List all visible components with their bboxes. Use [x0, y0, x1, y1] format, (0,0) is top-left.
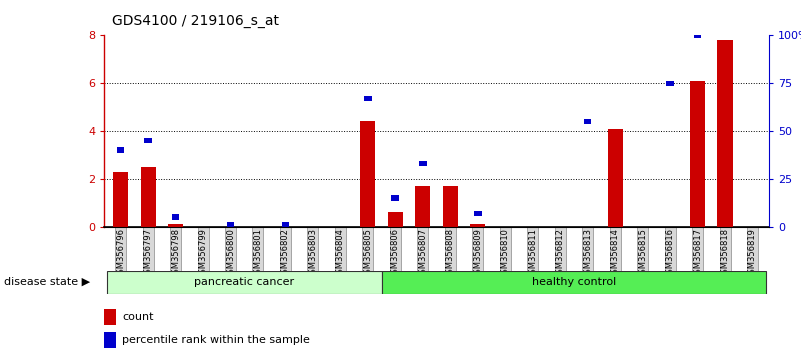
Bar — [443, 186, 458, 227]
Bar — [470, 224, 485, 227]
Bar — [690, 81, 705, 227]
Text: pancreatic cancer: pancreatic cancer — [194, 277, 294, 287]
Bar — [113, 172, 128, 227]
Bar — [171, 215, 179, 219]
Bar — [419, 161, 427, 166]
Text: healthy control: healthy control — [532, 277, 616, 287]
Bar — [104, 309, 116, 325]
Bar — [666, 81, 674, 86]
Bar — [474, 211, 481, 216]
Bar — [140, 167, 155, 227]
Bar — [117, 148, 124, 153]
Bar — [718, 40, 733, 227]
Text: disease state ▶: disease state ▶ — [4, 276, 91, 286]
Bar — [360, 121, 376, 227]
Bar — [168, 224, 183, 227]
Bar — [415, 186, 430, 227]
Bar — [608, 129, 622, 227]
Bar — [381, 271, 767, 294]
Text: count: count — [123, 312, 154, 322]
Bar — [227, 222, 235, 227]
Bar — [388, 212, 403, 227]
Bar — [282, 222, 289, 227]
Bar — [584, 119, 591, 124]
Bar — [107, 271, 381, 294]
Bar — [392, 195, 399, 200]
Bar — [144, 138, 152, 143]
Bar — [364, 96, 372, 101]
Text: GDS4100 / 219106_s_at: GDS4100 / 219106_s_at — [112, 14, 279, 28]
Text: percentile rank within the sample: percentile rank within the sample — [123, 335, 310, 346]
Bar — [104, 332, 116, 348]
Bar — [694, 33, 702, 38]
